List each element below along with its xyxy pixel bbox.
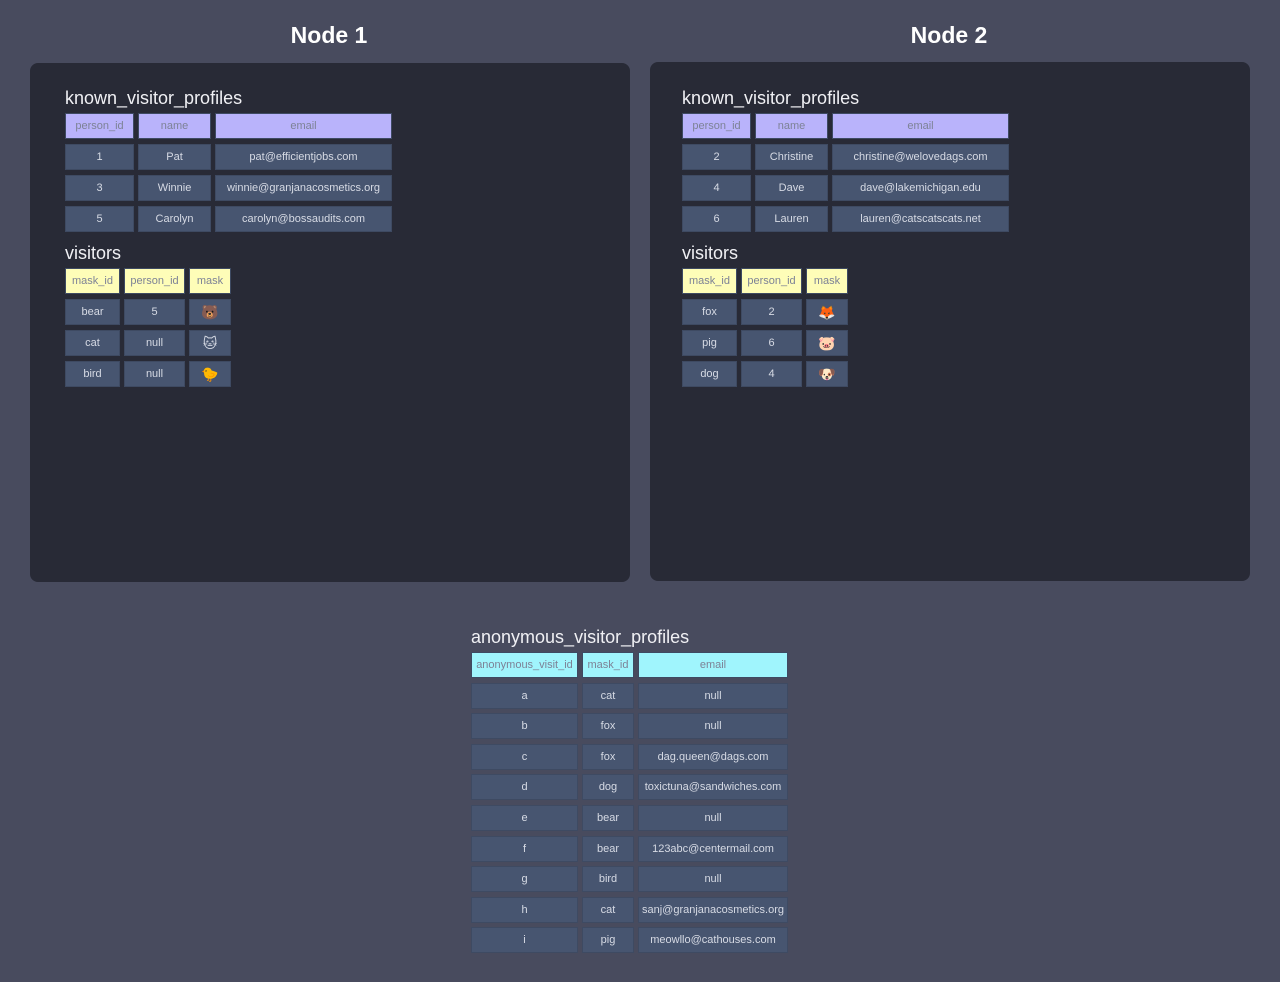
node-1-visitors-title: visitors (65, 243, 122, 263)
column-header-mask-id: mask_id (682, 268, 737, 294)
table-cell-person-id: null (124, 330, 185, 356)
table-cell-mask-id: cat (582, 682, 634, 709)
table-cell-person-id: 2 (682, 144, 751, 170)
table-cell-email: carolyn@bossaudits.com (215, 206, 392, 232)
node-1-title: Node 1 (290, 22, 368, 48)
node-2-known-visitor-profiles-title: known_visitor_profiles (682, 88, 860, 108)
table-cell-anonymous-visit-id: c (471, 743, 578, 770)
table-cell-mask-id: dog (682, 361, 737, 387)
column-header-person-id: person_id (741, 268, 802, 294)
table-cell-email: sanj@granjanacosmetics.org (638, 896, 788, 923)
table-cell-person-id: 5 (124, 299, 185, 325)
column-header-name: name (138, 113, 211, 139)
table-cell-email: null (638, 804, 788, 831)
column-header-person-id: person_id (65, 113, 134, 139)
table-cell-anonymous-visit-id: i (471, 927, 578, 954)
table-cell-person-id: 1 (65, 144, 134, 170)
table-cell-mask-id: fox (682, 299, 737, 325)
node-2-visitors-title: visitors (682, 243, 739, 263)
table-cell-person-id: 6 (741, 330, 802, 356)
column-header-mask: mask (189, 268, 231, 294)
mask-emoji-icon: 🐻 (189, 299, 231, 325)
table-cell-email: null (638, 713, 788, 740)
column-header-mask: mask (806, 268, 848, 294)
node-2-known-visitor-profiles-table: person_id name email 2 Christine christine@we… (682, 113, 1009, 232)
node-1-visitors-table: mask_id person_id mask bear 5 🐻 cat null 🐱 bird nu… (65, 268, 231, 387)
mask-emoji-icon: 🐷 (806, 330, 848, 356)
table-cell-email: dag.queen@dags.com (638, 743, 788, 770)
column-header-name: name (755, 113, 828, 139)
table-cell-person-id: 2 (741, 299, 802, 325)
table-cell-mask-id: bear (582, 835, 634, 862)
mask-emoji-icon: 🐤 (189, 361, 231, 387)
table-cell-anonymous-visit-id: h (471, 896, 578, 923)
table-cell-name: Dave (755, 175, 828, 201)
table-cell-anonymous-visit-id: f (471, 835, 578, 862)
table-cell-name: Winnie (138, 175, 211, 201)
table-cell-anonymous-visit-id: a (471, 682, 578, 709)
table-cell-anonymous-visit-id: g (471, 866, 578, 893)
table-cell-email: christine@welovedags.com (832, 144, 1009, 170)
table-cell-anonymous-visit-id: e (471, 804, 578, 831)
table-cell-email: null (638, 682, 788, 709)
mask-emoji-icon: 🐱 (189, 330, 231, 356)
table-cell-email: null (638, 866, 788, 893)
table-cell-name: Lauren (755, 206, 828, 232)
table-cell-person-id: 4 (741, 361, 802, 387)
table-cell-email: lauren@catscatscats.net (832, 206, 1009, 232)
table-cell-name: Christine (755, 144, 828, 170)
table-cell-anonymous-visit-id: b (471, 713, 578, 740)
table-cell-person-id: 4 (682, 175, 751, 201)
table-cell-person-id: 5 (65, 206, 134, 232)
column-header-email: email (832, 113, 1009, 139)
table-cell-email: pat@efficientjobs.com (215, 144, 392, 170)
table-cell-mask-id: cat (65, 330, 120, 356)
column-header-person-id: person_id (682, 113, 751, 139)
node-1-known-visitor-profiles-table: person_id name email 1 Pat pat@efficientjobs.… (65, 113, 392, 232)
node-2-title: Node 2 (910, 22, 988, 48)
table-cell-mask-id: bear (582, 804, 634, 831)
table-cell-email: winnie@granjanacosmetics.org (215, 175, 392, 201)
table-cell-email: dave@lakemichigan.edu (832, 175, 1009, 201)
table-cell-email: 123abc@centermail.com (638, 835, 788, 862)
table-cell-mask-id: fox (582, 713, 634, 740)
table-cell-mask-id: pig (582, 927, 634, 954)
mask-emoji-icon: 🦊 (806, 299, 848, 325)
table-cell-person-id: 6 (682, 206, 751, 232)
table-cell-mask-id: bird (582, 866, 634, 893)
anonymous-visitor-profiles-table: anonymous_visit_id mask_id email a cat null b f… (471, 652, 788, 954)
table-cell-mask-id: pig (682, 330, 737, 356)
column-header-mask-id: mask_id (582, 652, 634, 678)
mask-emoji-icon: 🐶 (806, 361, 848, 387)
table-cell-name: Pat (138, 144, 211, 170)
node-1-known-visitor-profiles-title: known_visitor_profiles (65, 88, 243, 108)
table-cell-mask-id: cat (582, 896, 634, 923)
table-cell-email: toxictuna@sandwiches.com (638, 774, 788, 801)
table-cell-mask-id: fox (582, 743, 634, 770)
column-header-person-id: person_id (124, 268, 185, 294)
column-header-mask-id: mask_id (65, 268, 120, 294)
table-cell-person-id: 3 (65, 175, 134, 201)
column-header-email: email (638, 652, 788, 678)
anonymous-visitor-profiles-title: anonymous_visitor_profiles (471, 627, 690, 647)
table-cell-mask-id: dog (582, 774, 634, 801)
table-cell-anonymous-visit-id: d (471, 774, 578, 801)
table-cell-mask-id: bird (65, 361, 120, 387)
table-cell-mask-id: bear (65, 299, 120, 325)
column-header-anonymous-visit-id: anonymous_visit_id (471, 652, 578, 678)
table-cell-email: meowllo@cathouses.com (638, 927, 788, 954)
table-cell-person-id: null (124, 361, 185, 387)
node-2-visitors-table: mask_id person_id mask fox 2 🦊 pig 6 🐷 dog 4 🐶 (682, 268, 848, 387)
table-cell-name: Carolyn (138, 206, 211, 232)
column-header-email: email (215, 113, 392, 139)
